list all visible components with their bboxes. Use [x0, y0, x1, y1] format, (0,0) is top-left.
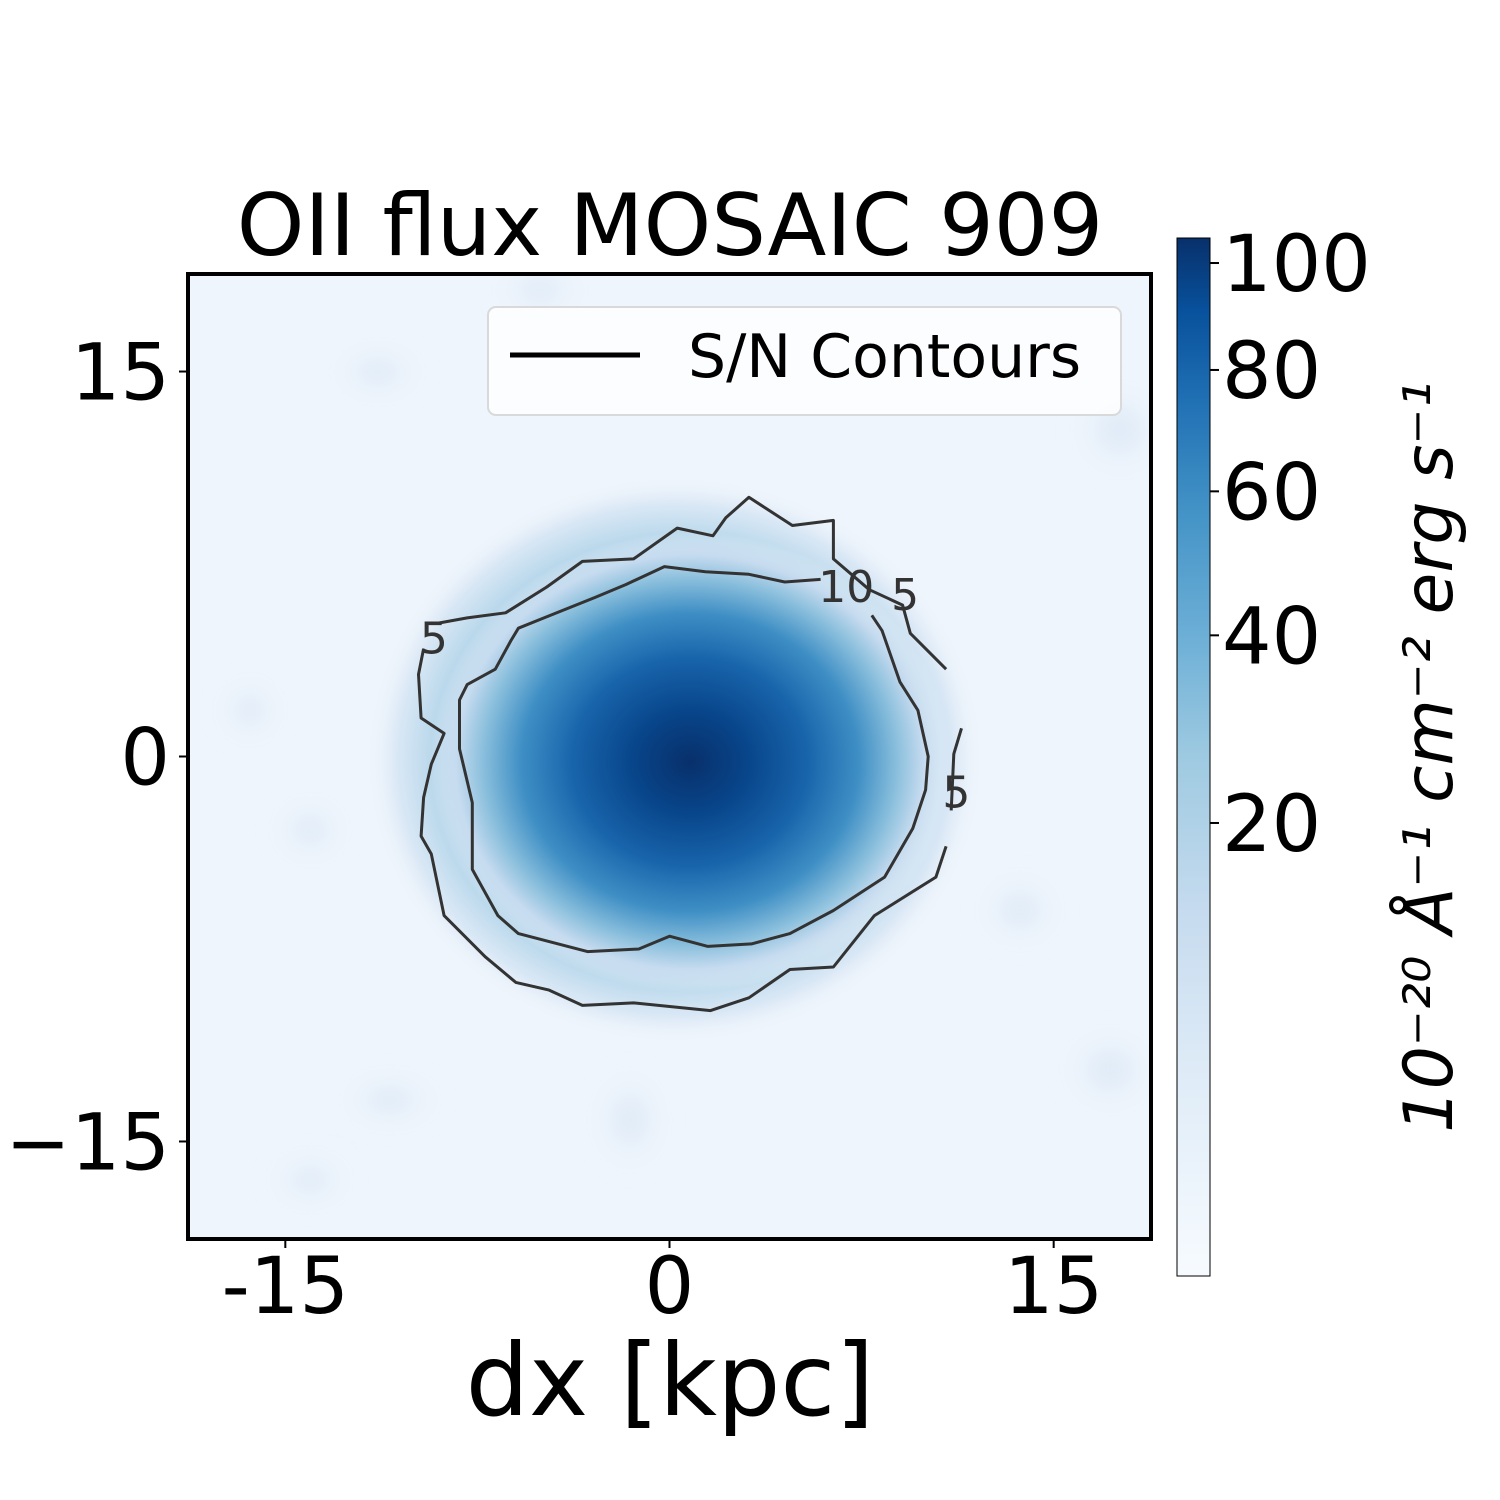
noise-patch — [595, 1070, 665, 1170]
noise-patch — [980, 875, 1060, 945]
noise-patch — [333, 347, 423, 397]
colorbar-tick-label: 80 — [1222, 327, 1321, 417]
colorbar-ticks: 20 40 60 80 100 — [1210, 220, 1371, 870]
x-tick-label: 0 — [645, 1242, 695, 1332]
x-axis-label: dx [kpc] — [466, 1322, 875, 1439]
colorbar-tick-label: 40 — [1222, 592, 1321, 682]
background-noise — [220, 274, 1151, 1205]
flux-blob — [430, 532, 950, 992]
y-tick-label: 15 — [71, 329, 170, 419]
y-tick-label: −15 — [5, 1098, 170, 1188]
colorbar: 20 40 60 80 100 10⁻²⁰ Å⁻¹ cm⁻² erg s⁻¹ — [1176, 220, 1469, 1277]
contour-label: 5 — [942, 767, 970, 818]
noise-patch — [340, 1075, 440, 1125]
noise-patch — [1065, 1030, 1151, 1110]
noise-patch — [275, 800, 345, 860]
contour-label: 10 — [818, 562, 874, 613]
colorbar-tick-label: 60 — [1222, 448, 1321, 538]
y-tick-label: 0 — [120, 714, 170, 804]
noise-patch — [220, 680, 280, 740]
x-tick-label: 15 — [1004, 1242, 1103, 1332]
colorbar-tick-label: 20 — [1222, 780, 1321, 870]
colorbar-label: 10⁻²⁰ Å⁻¹ cm⁻² erg s⁻¹ — [1388, 381, 1469, 1132]
colorbar-tick-label: 100 — [1222, 220, 1371, 310]
contour-sn-5 — [417, 648, 948, 1013]
legend-label: S/N Contours — [688, 322, 1081, 392]
x-axis-ticks: -15 0 15 — [222, 1239, 1103, 1332]
legend-box — [487, 306, 1122, 416]
contour-sn-5 — [949, 727, 963, 811]
y-axis-ticks: 15 0 −15 — [5, 329, 188, 1188]
colorbar-gradient — [1176, 237, 1211, 1277]
noise-patch — [495, 274, 585, 315]
noise-patch — [270, 1155, 350, 1205]
chart-title: OII flux MOSAIC 909 — [237, 176, 1103, 276]
x-tick-label: -15 — [222, 1242, 349, 1332]
contour-sn-10 — [458, 565, 930, 954]
contour-sn-5 — [438, 495, 948, 671]
legend: S/N Contours — [487, 306, 1122, 416]
